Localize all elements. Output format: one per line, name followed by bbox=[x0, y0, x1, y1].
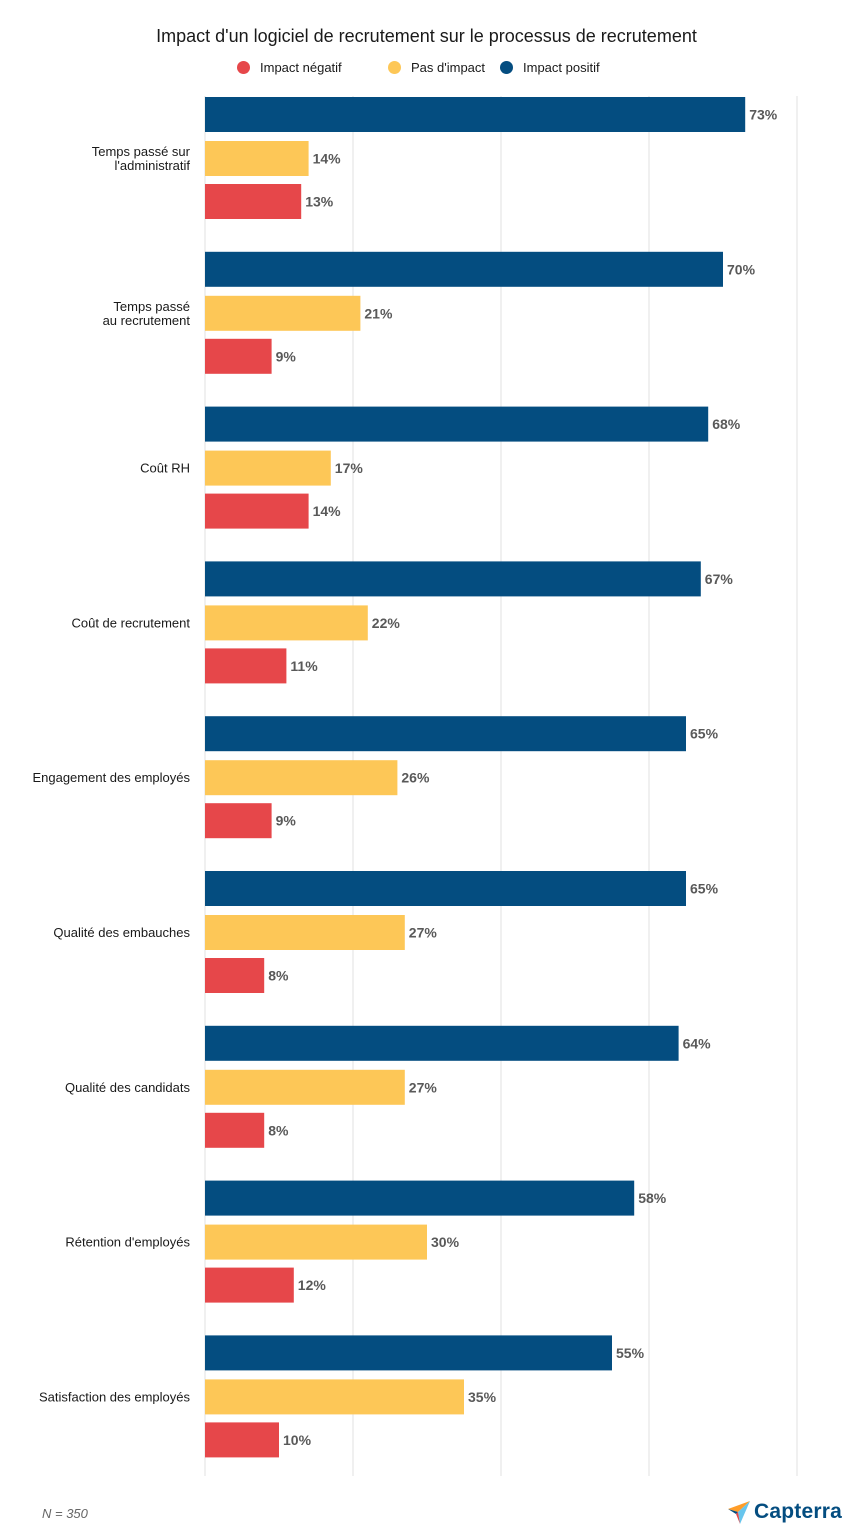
data-label: 73% bbox=[749, 107, 778, 123]
data-label: 58% bbox=[638, 1190, 667, 1206]
category-label: Temps passé bbox=[113, 299, 190, 314]
bar-pas-d-impact bbox=[205, 760, 398, 796]
data-label: 65% bbox=[690, 726, 719, 742]
bar-impact-n-gatif bbox=[205, 184, 302, 219]
legend-item-negative: Impact négatif bbox=[237, 60, 342, 75]
data-label: 70% bbox=[727, 261, 756, 277]
bar-impact-n-gatif bbox=[205, 803, 272, 839]
bar-impact-n-gatif bbox=[205, 1267, 294, 1303]
capterra-logo: Capterra bbox=[728, 1500, 842, 1524]
category-label: au recrutement bbox=[103, 313, 191, 328]
data-label: 8% bbox=[268, 1122, 289, 1138]
legend-item-neutral: Pas d'impact bbox=[388, 60, 485, 75]
capterra-logo-text: Capterra bbox=[754, 1500, 842, 1523]
category-label: Rétention d'employés bbox=[65, 1235, 190, 1250]
category-label: Coût RH bbox=[140, 461, 190, 476]
bar-impact-positif bbox=[205, 1025, 679, 1061]
bar-pas-d-impact bbox=[205, 605, 368, 641]
data-label: 10% bbox=[283, 1432, 312, 1448]
legend-label-positive: Impact positif bbox=[523, 60, 600, 75]
data-label: 9% bbox=[276, 348, 297, 364]
data-label: 14% bbox=[313, 503, 342, 519]
data-label: 14% bbox=[313, 151, 342, 167]
bar-pas-d-impact bbox=[205, 915, 405, 950]
bar-pas-d-impact bbox=[205, 1069, 405, 1105]
bar-impact-n-gatif bbox=[205, 1422, 279, 1458]
chart-title: Impact d'un logiciel de recrutement sur … bbox=[156, 26, 697, 46]
data-label: 35% bbox=[468, 1389, 497, 1405]
data-label: 9% bbox=[276, 813, 297, 829]
data-label: 27% bbox=[409, 1079, 438, 1095]
data-label: 26% bbox=[401, 770, 430, 786]
bar-impact-positif bbox=[205, 97, 746, 132]
data-label: 17% bbox=[335, 460, 364, 476]
bar-impact-positif bbox=[205, 716, 686, 752]
data-label: 11% bbox=[290, 658, 318, 674]
legend-item-positive: Impact positif bbox=[500, 60, 600, 75]
bar-pas-d-impact bbox=[205, 295, 361, 331]
category-label: Coût de recrutement bbox=[71, 615, 190, 630]
legend-label-negative: Impact négatif bbox=[260, 60, 342, 75]
bar-pas-d-impact bbox=[205, 450, 331, 486]
category-label: Qualité des candidats bbox=[65, 1080, 191, 1095]
data-label: 27% bbox=[409, 925, 438, 941]
bar-pas-d-impact bbox=[205, 141, 309, 176]
data-label: 22% bbox=[372, 615, 401, 631]
bar-impact-positif bbox=[205, 1335, 612, 1371]
category-label: l'administratif bbox=[115, 158, 191, 173]
legend-swatch-neutral bbox=[388, 61, 401, 74]
bar-pas-d-impact bbox=[205, 1379, 464, 1415]
data-label: 64% bbox=[683, 1035, 712, 1051]
data-label: 68% bbox=[712, 416, 741, 432]
data-label: 55% bbox=[616, 1345, 645, 1361]
data-label: 65% bbox=[690, 881, 719, 897]
data-label: 8% bbox=[268, 968, 289, 984]
legend-swatch-negative bbox=[237, 61, 250, 74]
sample-size-note: N = 350 bbox=[42, 1506, 88, 1521]
legend-label-neutral: Pas d'impact bbox=[411, 60, 486, 75]
bar-impact-n-gatif bbox=[205, 648, 287, 684]
bar-impact-n-gatif bbox=[205, 1112, 265, 1148]
category-label: Qualité des embauches bbox=[53, 925, 190, 940]
data-label: 30% bbox=[431, 1234, 460, 1250]
data-label: 13% bbox=[305, 194, 334, 210]
bar-impact-positif bbox=[205, 251, 723, 287]
data-label: 21% bbox=[364, 305, 393, 321]
category-label: Engagement des employés bbox=[32, 770, 190, 785]
bar-impact-positif bbox=[205, 406, 709, 442]
category-label: Temps passé sur bbox=[92, 144, 191, 159]
capterra-logo-icon bbox=[728, 1501, 750, 1524]
legend: Impact négatif Pas d'impact Impact posit… bbox=[0, 60, 853, 82]
category-label: Satisfaction des employés bbox=[39, 1389, 191, 1404]
bar-impact-positif bbox=[205, 1180, 635, 1216]
bar-impact-n-gatif bbox=[205, 958, 265, 993]
data-label: 12% bbox=[298, 1277, 327, 1293]
bar-impact-n-gatif bbox=[205, 493, 309, 529]
bar-impact-n-gatif bbox=[205, 338, 272, 374]
data-label: 67% bbox=[705, 571, 734, 587]
bar-impact-positif bbox=[205, 561, 701, 597]
legend-swatch-positive bbox=[500, 61, 513, 74]
bar-pas-d-impact bbox=[205, 1224, 427, 1260]
bar-impact-positif bbox=[205, 871, 686, 906]
